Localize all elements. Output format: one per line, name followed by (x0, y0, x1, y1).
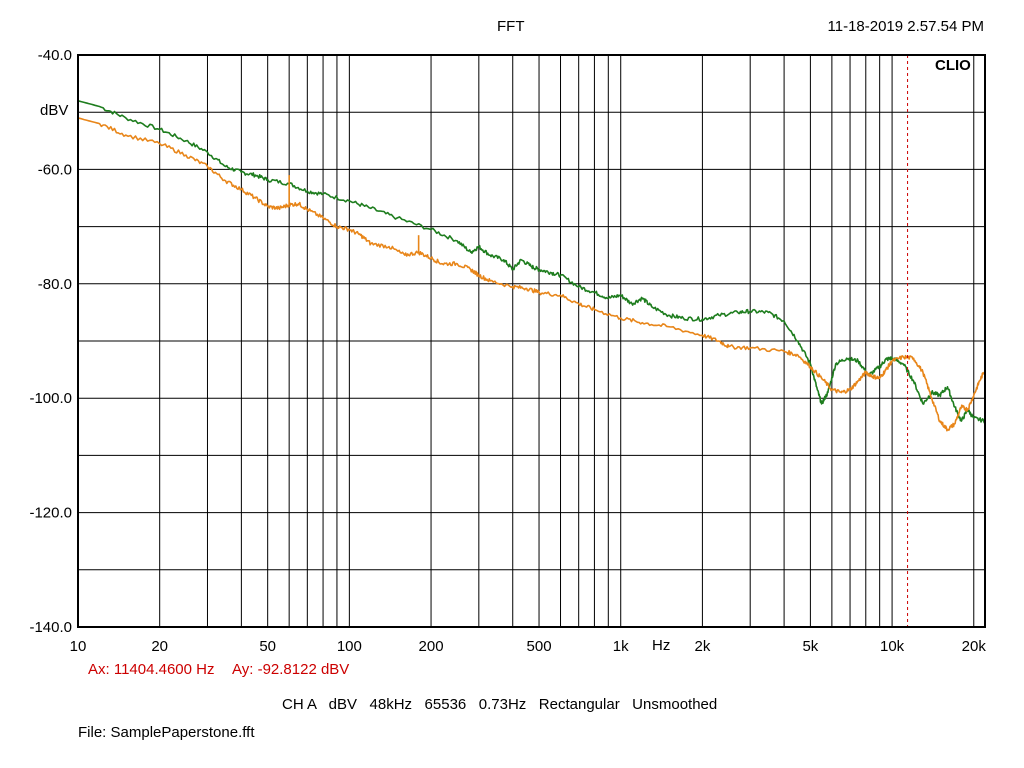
plot-frame (77, 54, 986, 628)
x-tick-label: 2k (694, 638, 710, 655)
x-tick-label: 50 (259, 638, 276, 655)
x-tick-label: 500 (527, 638, 552, 655)
x-axis-unit-label: Hz (652, 637, 671, 654)
chart-title: FFT (497, 18, 525, 35)
cursor-readout-x: Ax: 11404.4600 Hz (88, 661, 215, 678)
series-layer (77, 100, 986, 432)
y-tick-label: -100.0 (29, 390, 72, 407)
x-tick-label: 200 (419, 638, 444, 655)
tick-labels: 10 20 50 100 200 500 1k 2k 5k 10k 20k -40.0 -60.0 -80… (29, 47, 986, 655)
y-tick-label: -80.0 (38, 276, 72, 293)
series-line-2 (77, 117, 986, 432)
x-tick-label: 100 (337, 638, 362, 655)
y-tick-label: -140.0 (29, 619, 72, 636)
file-name: File: SamplePaperstone.fft (78, 724, 255, 741)
x-tick-label: 5k (802, 638, 818, 655)
x-tick-label: 1k (613, 638, 629, 655)
series-line-1 (77, 100, 986, 424)
x-tick-label: 10k (880, 638, 905, 655)
y-tick-label: -40.0 (38, 47, 72, 64)
x-tick-label: 10 (70, 638, 87, 655)
y-tick-label: -120.0 (29, 505, 72, 522)
measurement-settings: CH A dBV 48kHz 65536 0.73Hz Rectangular … (282, 696, 718, 713)
y-axis-unit-label: dBV (40, 102, 69, 119)
x-tick-label: 20k (962, 638, 987, 655)
timestamp: 11-18-2019 2.57.54 PM (827, 18, 985, 35)
y-tick-label: -60.0 (38, 161, 72, 178)
grid-lines (78, 55, 985, 627)
brand-logo: CLIO (935, 57, 971, 74)
cursor-readout-y: Ay: -92.8122 dBV (232, 661, 350, 678)
x-tick-label: 20 (151, 638, 168, 655)
